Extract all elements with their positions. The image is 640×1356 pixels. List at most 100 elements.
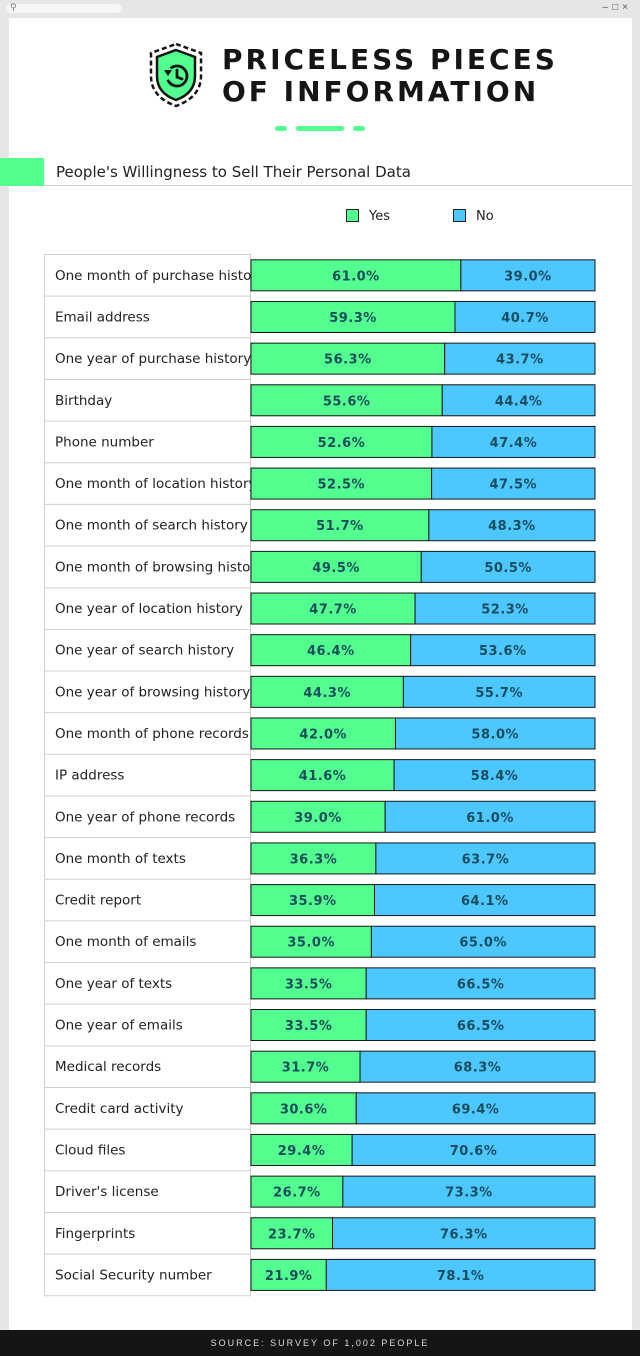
bar-no (325, 1258, 596, 1291)
legend-no: No (453, 209, 494, 224)
maximize-icon[interactable]: □ (612, 2, 623, 13)
bar-yes (250, 1217, 334, 1250)
minimize-icon[interactable]: – (602, 2, 613, 13)
title-line-1: PRICELESS PIECES (222, 43, 558, 76)
value-label-yes: 52.5% (317, 478, 365, 493)
category-label: One month of emails (55, 934, 196, 950)
value-label-no: 68.3% (454, 1061, 502, 1076)
value-label-no: 58.0% (471, 727, 519, 742)
bar-no (444, 342, 596, 375)
bar-yes (250, 800, 386, 833)
value-label-no: 58.4% (471, 769, 519, 784)
value-label-no: 52.3% (481, 603, 529, 618)
value-label-no: 76.3% (440, 1227, 488, 1242)
category-label: One year of phone records (55, 809, 235, 825)
value-label-no: 65.0% (459, 936, 507, 951)
value-label-no: 55.7% (475, 686, 523, 701)
value-label-yes: 35.9% (289, 894, 337, 909)
bar-yes (250, 1092, 357, 1125)
bar-no (351, 1133, 596, 1166)
value-label-yes: 23.7% (268, 1227, 316, 1242)
bar-yes (250, 425, 433, 458)
value-label-no: 70.6% (450, 1144, 498, 1159)
legend-yes-swatch (346, 209, 359, 222)
bar-no (394, 717, 596, 750)
value-label-yes: 30.6% (280, 1102, 328, 1117)
value-label-no: 53.6% (479, 644, 527, 659)
bar-no (402, 675, 596, 708)
bar-yes (250, 1133, 353, 1166)
category-label: Credit report (55, 893, 141, 909)
category-label: One month of purchase history (55, 268, 265, 284)
bar-yes (250, 384, 443, 417)
bar-yes (250, 300, 456, 333)
bar-no (428, 509, 596, 542)
legend-no-label: No (476, 209, 494, 224)
bar-no (431, 425, 596, 458)
value-label-no: 39.0% (504, 269, 552, 284)
bar-yes (250, 259, 462, 292)
dash (296, 126, 344, 131)
window-chrome: ⚲ –□× (0, 0, 640, 18)
category-label: One year of location history (55, 601, 243, 617)
value-label-yes: 47.7% (309, 603, 357, 618)
bar-no (373, 884, 596, 917)
value-label-no: 47.4% (490, 436, 538, 451)
bar-yes (250, 342, 446, 375)
label-column-frame (44, 254, 251, 1297)
subtitle-divider (44, 185, 632, 186)
value-label-no: 63.7% (462, 852, 510, 867)
value-label-no: 78.1% (437, 1269, 485, 1284)
bar-no (460, 259, 596, 292)
bar-no (355, 1092, 596, 1125)
value-label-no: 64.1% (461, 894, 509, 909)
bar-no (375, 842, 596, 875)
value-label-yes: 59.3% (329, 311, 377, 326)
bar-yes (250, 1175, 344, 1208)
value-label-no: 61.0% (466, 811, 514, 826)
value-label-no: 47.5% (489, 478, 537, 493)
legend-yes-label: Yes (369, 209, 390, 224)
category-label: Medical records (55, 1059, 161, 1075)
value-label-yes: 42.0% (299, 727, 347, 742)
value-label-yes: 39.0% (294, 811, 342, 826)
value-label-yes: 46.4% (307, 644, 355, 659)
page-title: PRICELESS PIECES OF INFORMATION (222, 44, 558, 108)
value-label-yes: 41.6% (299, 769, 347, 784)
source-footer: SOURCE: SURVEY OF 1,002 PEOPLE (0, 1330, 640, 1356)
subtitle-accent-bar (0, 158, 44, 186)
bar-no (359, 1050, 596, 1083)
bar-no (365, 967, 596, 1000)
category-label: Phone number (55, 434, 154, 450)
value-label-yes: 35.0% (287, 936, 335, 951)
legend-no-swatch (453, 209, 466, 222)
dash (353, 126, 365, 131)
value-label-yes: 51.7% (316, 519, 364, 534)
category-label: Social Security number (55, 1267, 212, 1283)
bar-no (431, 467, 596, 500)
value-label-yes: 55.6% (323, 394, 371, 409)
bar-yes (250, 925, 372, 958)
bar-yes (250, 1050, 361, 1083)
value-label-yes: 26.7% (273, 1186, 321, 1201)
category-label: One year of texts (55, 976, 172, 992)
bar-no (420, 550, 596, 583)
bar-no (393, 759, 596, 792)
category-label: One year of search history (55, 643, 234, 659)
category-label: One month of location history (55, 476, 256, 492)
close-icon[interactable]: × (622, 2, 632, 13)
value-label-yes: 56.3% (324, 353, 372, 368)
search-icon: ⚲ (10, 2, 17, 12)
value-label-no: 43.7% (496, 353, 544, 368)
bar-yes (250, 967, 367, 1000)
value-label-no: 48.3% (488, 519, 536, 534)
value-label-no: 50.5% (484, 561, 532, 576)
chart-subtitle: People's Willingness to Sell Their Perso… (56, 163, 411, 181)
dash (275, 126, 287, 131)
bar-no (414, 592, 596, 625)
category-label: One month of phone records (55, 726, 249, 742)
address-bar[interactable]: ⚲ (6, 2, 122, 13)
bar-yes (250, 1009, 367, 1042)
window-controls: –□× (603, 2, 632, 13)
